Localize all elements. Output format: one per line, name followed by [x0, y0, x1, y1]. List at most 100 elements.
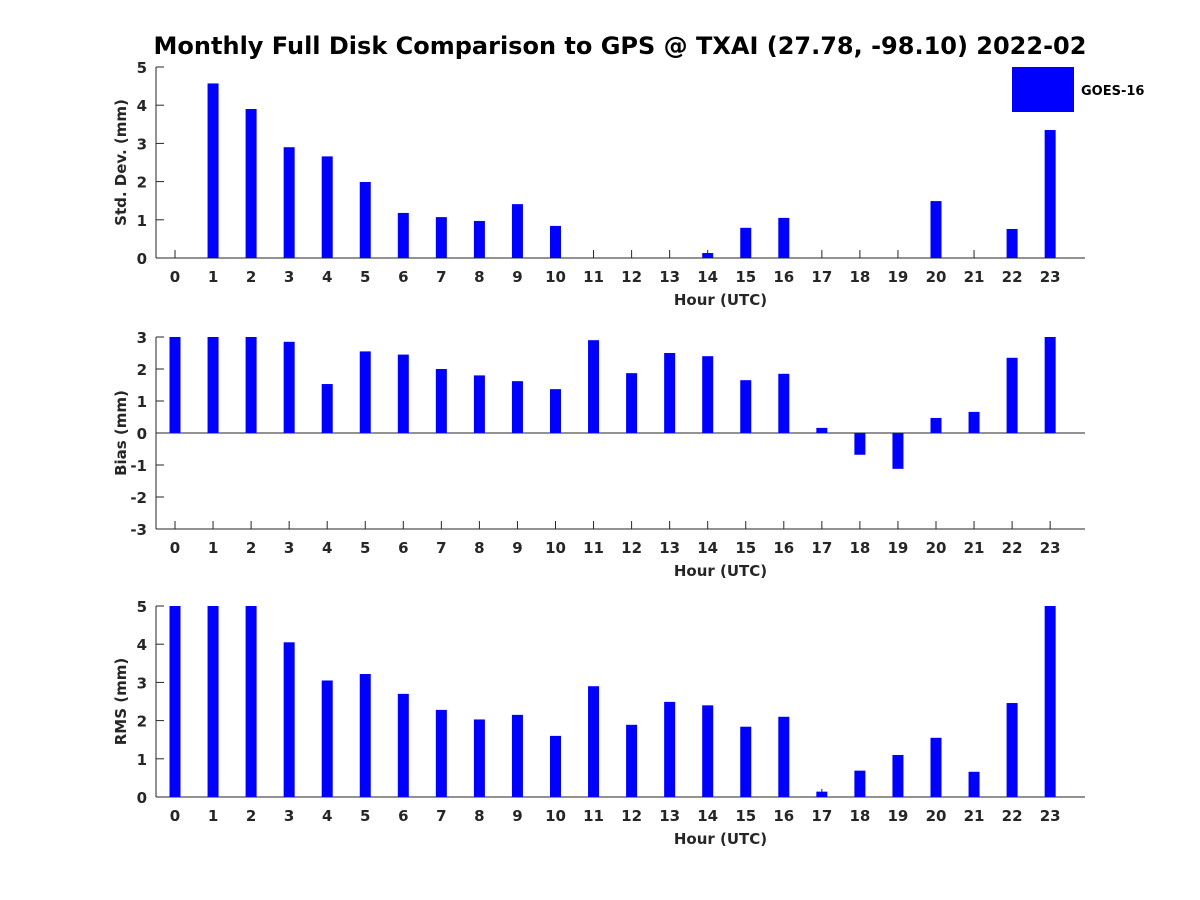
x-tick-label: 17 — [811, 539, 832, 557]
bar-bias-hour-14 — [702, 356, 714, 433]
x-tick-label: 9 — [512, 268, 522, 286]
x-tick-label: 5 — [360, 539, 370, 557]
y-tick-label: 5 — [137, 59, 147, 77]
bar-rms-hour-22 — [1006, 703, 1018, 797]
x-tick-label: 11 — [583, 268, 604, 286]
bar-rms-hour-4 — [321, 680, 333, 797]
y-tick-label: 2 — [137, 174, 147, 192]
bar-bias-hour-18 — [854, 433, 866, 455]
bar-bias-hour-22 — [1006, 357, 1018, 433]
y-tick-label: 3 — [137, 329, 147, 347]
x-tick-label: 3 — [284, 539, 294, 557]
bar-bias-hour-4 — [321, 384, 333, 433]
bar-rms-hour-10 — [550, 735, 561, 797]
x-tick-label: 0 — [170, 268, 180, 286]
x-tick-label: 21 — [964, 539, 985, 557]
x-tick-label: 3 — [284, 807, 294, 825]
x-tick-label: 12 — [621, 807, 642, 825]
x-tick-label: 22 — [1002, 268, 1023, 286]
x-tick-label: 7 — [436, 268, 446, 286]
bar-std-dev-hour-2 — [245, 109, 257, 259]
bar-bias-hour-17 — [816, 427, 828, 433]
bar-rms-hour-13 — [664, 701, 676, 797]
x-tick-label: 18 — [849, 539, 870, 557]
x-tick-label: 1 — [208, 268, 218, 286]
x-tick-label: 22 — [1002, 807, 1023, 825]
bar-bias-hour-15 — [740, 380, 752, 433]
bar-rms-hour-12 — [626, 724, 638, 797]
bar-rms-hour-19 — [892, 754, 904, 797]
bar-rms-hour-16 — [778, 716, 790, 797]
bar-rms-hour-3 — [283, 642, 295, 797]
x-tick-label: 21 — [964, 807, 985, 825]
bar-rms-hour-6 — [397, 693, 409, 797]
bar-bias-hour-7 — [435, 369, 447, 433]
x-tick-label: 4 — [322, 807, 332, 825]
x-tick-label: 2 — [246, 807, 256, 825]
bar-std-dev-hour-6 — [397, 212, 409, 258]
bar-bias-hour-16 — [778, 373, 790, 433]
y-tick-label: 0 — [137, 250, 147, 268]
bar-bias-hour-6 — [397, 354, 409, 433]
bar-rms-hour-20 — [930, 737, 942, 797]
x-tick-label: 17 — [811, 268, 832, 286]
bar-rms-hour-5 — [359, 673, 371, 797]
x-tick-label: 15 — [735, 539, 756, 557]
bar-std-dev-hour-16 — [778, 217, 790, 258]
x-tick-label: 4 — [322, 539, 332, 557]
bar-rms-hour-14 — [702, 705, 714, 797]
legend-label-goes-16: GOES-16 — [1081, 84, 1144, 99]
x-tick-label: 2 — [246, 268, 256, 286]
bar-rms-hour-8 — [473, 719, 485, 797]
y-tick-label: -1 — [130, 457, 147, 475]
x-tick-label: 10 — [545, 539, 566, 557]
y-axis-label: Bias (mm) — [112, 390, 130, 476]
bar-rms-hour-17 — [816, 791, 828, 797]
x-tick-label: 1 — [208, 807, 218, 825]
x-tick-label: 8 — [474, 539, 484, 557]
chart-title: Monthly Full Disk Comparison to GPS @ TX… — [154, 32, 1087, 60]
bar-bias-hour-13 — [664, 353, 676, 433]
bar-rms-hour-21 — [968, 771, 980, 797]
bar-rms-hour-18 — [854, 770, 866, 797]
x-tick-label: 14 — [697, 539, 718, 557]
bar-bias-hour-21 — [968, 411, 980, 433]
y-tick-label: -3 — [130, 521, 147, 539]
bar-bias-hour-8 — [473, 375, 485, 433]
x-tick-label: 5 — [360, 807, 370, 825]
bar-bias-hour-5 — [359, 351, 371, 433]
x-tick-label: 5 — [360, 268, 370, 286]
y-tick-label: 1 — [137, 393, 147, 411]
x-tick-label: 23 — [1040, 539, 1061, 557]
x-tick-label: 16 — [773, 807, 794, 825]
x-tick-label: 12 — [621, 539, 642, 557]
x-tick-label: 10 — [545, 268, 566, 286]
bar-rms-hour-2 — [245, 606, 257, 797]
x-tick-label: 11 — [583, 807, 604, 825]
y-tick-label: 2 — [137, 713, 147, 731]
y-tick-label: 4 — [137, 636, 147, 654]
bar-rms-hour-0 — [169, 606, 181, 797]
x-tick-label: 1 — [208, 539, 218, 557]
legend: GOES-16 — [1012, 67, 1144, 112]
y-axis-label: Std. Dev. (mm) — [112, 99, 130, 226]
x-tick-label: 20 — [926, 268, 947, 286]
x-tick-label: 4 — [322, 268, 332, 286]
x-tick-label: 6 — [398, 268, 408, 286]
bar-bias-hour-20 — [930, 417, 942, 433]
x-tick-label: 19 — [888, 807, 909, 825]
bar-std-dev-hour-8 — [473, 220, 485, 258]
x-tick-label: 0 — [170, 807, 180, 825]
x-tick-label: 15 — [735, 268, 756, 286]
x-tick-label: 3 — [284, 268, 294, 286]
x-tick-label: 8 — [474, 268, 484, 286]
bar-std-dev-hour-1 — [207, 83, 219, 259]
legend-swatch-goes-16 — [1012, 67, 1074, 112]
bar-bias-hour-19 — [892, 433, 904, 469]
bar-rms-hour-1 — [207, 606, 219, 797]
x-tick-label: 16 — [773, 539, 794, 557]
x-tick-label: 20 — [926, 539, 947, 557]
